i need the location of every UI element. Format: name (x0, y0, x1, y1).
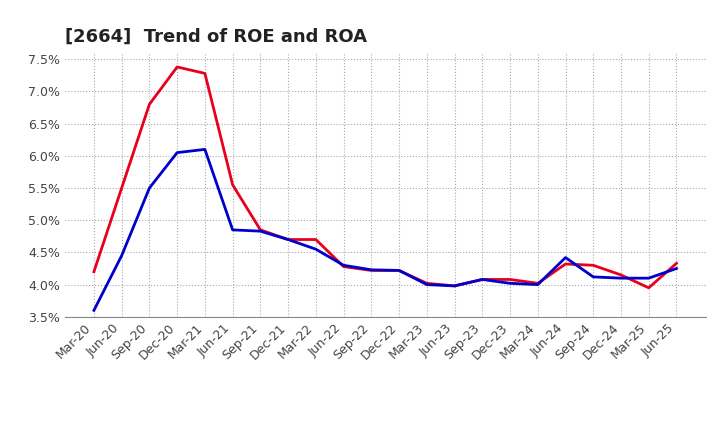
ROE (339, 264, 348, 269)
ROE (672, 261, 681, 266)
Text: [2664]  Trend of ROE and ROA: [2664] Trend of ROE and ROA (65, 28, 366, 46)
ROA (616, 275, 625, 281)
ROE (117, 185, 126, 191)
ROE (367, 268, 376, 273)
ROA (89, 308, 98, 313)
ROE (505, 277, 514, 282)
ROA (145, 185, 154, 191)
ROE (89, 269, 98, 275)
ROA (117, 253, 126, 258)
ROA (339, 263, 348, 268)
ROE (478, 277, 487, 282)
ROA (505, 281, 514, 286)
ROE (145, 102, 154, 107)
ROE (395, 268, 403, 273)
Line: ROA: ROA (94, 150, 677, 310)
ROA (423, 282, 431, 287)
ROE (228, 182, 237, 187)
ROA (589, 274, 598, 279)
ROA (284, 237, 292, 242)
ROA (478, 277, 487, 282)
ROA (644, 275, 653, 281)
ROE (423, 281, 431, 286)
ROA (228, 227, 237, 232)
ROA (201, 147, 210, 152)
ROA (395, 268, 403, 273)
ROA (312, 246, 320, 252)
ROA (534, 282, 542, 287)
ROE (534, 281, 542, 286)
ROE (644, 285, 653, 290)
ROE (616, 272, 625, 278)
ROA (367, 267, 376, 272)
ROE (256, 227, 265, 232)
ROA (450, 283, 459, 289)
ROE (312, 237, 320, 242)
ROA (672, 266, 681, 271)
ROE (201, 71, 210, 76)
ROE (561, 261, 570, 267)
ROE (173, 64, 181, 70)
Line: ROE: ROE (94, 67, 677, 288)
ROA (256, 228, 265, 234)
ROA (173, 150, 181, 155)
ROA (561, 255, 570, 260)
ROE (284, 237, 292, 242)
ROE (589, 263, 598, 268)
ROE (450, 283, 459, 289)
